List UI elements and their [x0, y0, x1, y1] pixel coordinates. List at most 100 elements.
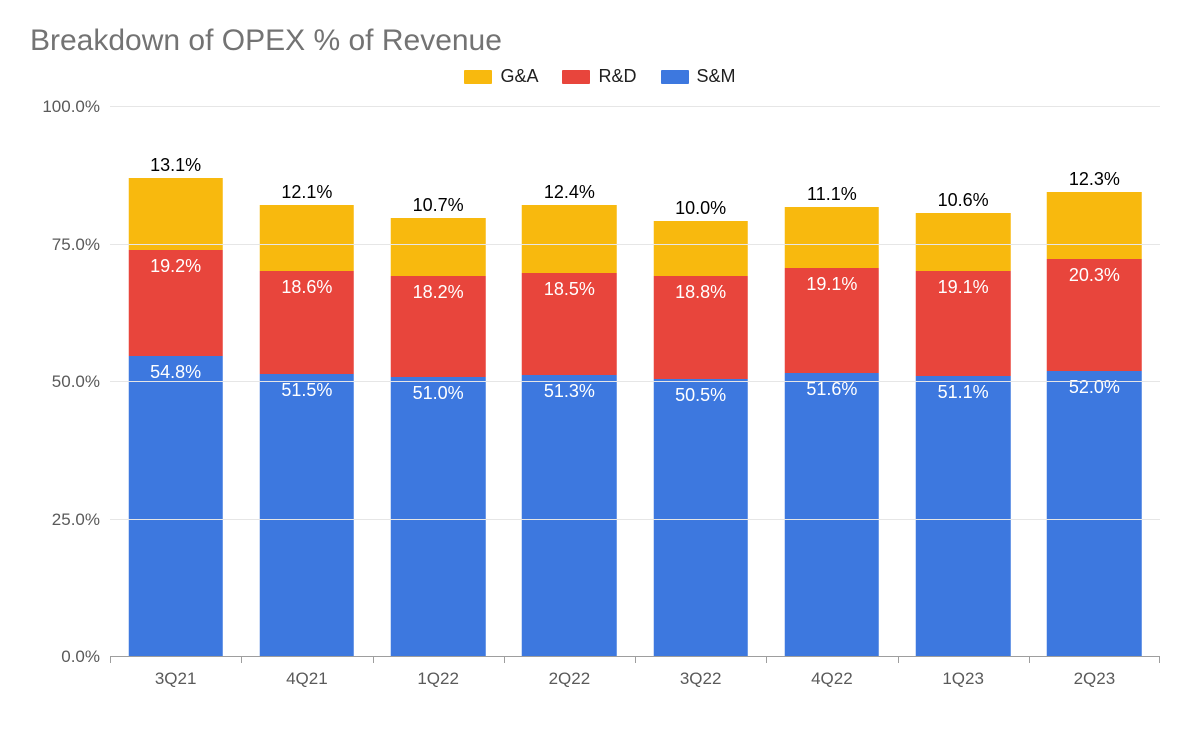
x-tick — [898, 657, 899, 663]
bar-segment-rd: 19.1% — [916, 271, 1011, 376]
bar-value-label: 51.5% — [281, 380, 332, 401]
bar-value-label: 19.1% — [938, 277, 989, 298]
legend-item-ga: G&A — [464, 66, 538, 87]
gridline — [110, 381, 1160, 382]
x-axis-label: 4Q21 — [286, 657, 328, 689]
x-tick — [1029, 657, 1030, 663]
x-tick — [504, 657, 505, 663]
bar-value-label: 13.1% — [150, 155, 201, 176]
y-axis-label: 25.0% — [52, 510, 110, 530]
bar-value-label: 18.8% — [675, 282, 726, 303]
bar-slot: 12.3%20.3%52.0%2Q23 — [1029, 107, 1160, 657]
chart-wrap: 13.1% 19.2% 54.8% 3Q21 12.1% 18.6% 51.5% 4Q21 10… — [20, 97, 1180, 707]
bar-segment-rd: 19.1% — [785, 268, 880, 373]
x-axis-label: 3Q22 — [680, 657, 722, 689]
bar-segment-rd: 18.5% — [522, 273, 617, 375]
bar-value-label: 19.1% — [806, 274, 857, 295]
x-tick — [110, 657, 111, 663]
stacked-bar: 12.4%18.5%51.3% — [522, 205, 617, 657]
bar-segment-sm: 51.6% — [785, 373, 880, 657]
bar-segment-sm: 54.8% — [128, 356, 223, 657]
x-axis-label: 1Q22 — [417, 657, 459, 689]
bar-slot: 12.4%18.5%51.3%2Q22 — [504, 107, 635, 657]
x-axis-label: 4Q22 — [811, 657, 853, 689]
bar-segment-ga: 12.3% — [1047, 192, 1142, 260]
bar-value-label: 50.5% — [675, 385, 726, 406]
bar-value-label: 51.1% — [938, 382, 989, 403]
bar-value-label: 51.0% — [413, 383, 464, 404]
x-axis-label: 1Q23 — [942, 657, 984, 689]
bar-segment-rd: 18.2% — [391, 276, 486, 376]
bar-segment-sm: 51.0% — [391, 377, 486, 657]
bar-value-label: 20.3% — [1069, 265, 1120, 286]
bar-value-label: 19.2% — [150, 256, 201, 277]
legend: G&A R&D S&M — [20, 66, 1180, 87]
bar-segment-rd: 18.6% — [260, 271, 355, 373]
x-axis-label: 2Q23 — [1074, 657, 1116, 689]
bar-segment-ga: 10.0% — [653, 221, 748, 276]
legend-swatch-rd — [562, 70, 590, 84]
bars-row: 13.1%19.2%54.8%3Q2112.1%18.6%51.5%4Q2110… — [110, 107, 1160, 657]
bar-value-label: 10.7% — [413, 195, 464, 216]
stacked-bar: 13.1% 19.2% 54.8% — [128, 178, 223, 657]
bar-value-label: 10.0% — [675, 198, 726, 219]
bar-value-label: 18.2% — [413, 282, 464, 303]
x-tick — [635, 657, 636, 663]
legend-item-rd: R&D — [562, 66, 636, 87]
gridline — [110, 244, 1160, 245]
bar-segment-ga: 12.4% — [522, 205, 617, 273]
bar-segment-sm: 51.1% — [916, 376, 1011, 657]
bar-segment-ga: 12.1% — [260, 205, 355, 272]
bar-value-label: 12.4% — [544, 182, 595, 203]
x-axis-label: 2Q22 — [549, 657, 591, 689]
stacked-bar: 12.1% 18.6% 51.5% — [260, 205, 355, 657]
bar-value-label: 11.1% — [807, 184, 857, 205]
bar-slot: 10.6%19.1%51.1%1Q23 — [898, 107, 1029, 657]
y-axis-label: 75.0% — [52, 235, 110, 255]
bar-segment-ga: 10.6% — [916, 213, 1011, 271]
bar-segment-sm: 52.0% — [1047, 371, 1142, 657]
bar-slot: 10.7%18.2%51.0%1Q22 — [373, 107, 504, 657]
bar-value-label: 18.5% — [544, 279, 595, 300]
x-tick — [241, 657, 242, 663]
chart-title: Breakdown of OPEX % of Revenue — [30, 24, 1180, 58]
bar-value-label: 10.6% — [938, 190, 989, 211]
y-axis-label: 100.0% — [42, 97, 110, 117]
bar-value-label: 18.6% — [281, 277, 332, 298]
legend-item-sm: S&M — [661, 66, 736, 87]
bar-segment-rd: 19.2% — [128, 250, 223, 356]
x-tick — [373, 657, 374, 663]
legend-label-rd: R&D — [598, 66, 636, 87]
gridline — [110, 656, 1160, 657]
stacked-bar: 10.7% 18.2% 51.0% — [391, 218, 486, 657]
x-axis-label: 3Q21 — [155, 657, 197, 689]
y-axis-label: 50.0% — [52, 372, 110, 392]
gridline — [110, 106, 1160, 107]
x-tick — [766, 657, 767, 663]
bar-value-label: 12.3% — [1069, 169, 1120, 190]
bar-slot: 11.1%19.1%51.6%4Q22 — [766, 107, 897, 657]
chart-container: Breakdown of OPEX % of Revenue G&A R&D S… — [0, 0, 1200, 742]
bar-segment-ga: 11.1% — [785, 207, 880, 268]
legend-swatch-sm — [661, 70, 689, 84]
legend-label-sm: S&M — [697, 66, 736, 87]
bar-segment-ga: 10.7% — [391, 218, 486, 277]
bar-segment-rd: 18.8% — [653, 276, 748, 379]
legend-label-ga: G&A — [500, 66, 538, 87]
x-tick — [1159, 657, 1160, 663]
bar-segment-rd: 20.3% — [1047, 259, 1142, 371]
stacked-bar: 10.6% 19.1% 51.1% — [916, 213, 1011, 657]
bar-slot: 12.1%18.6%51.5%4Q21 — [241, 107, 372, 657]
stacked-bar: 10.0% 18.8% 50.5% — [653, 221, 748, 657]
bar-value-label: 54.8% — [150, 362, 201, 383]
bar-slot: 10.0%18.8%50.5%3Q22 — [635, 107, 766, 657]
y-axis-label: 0.0% — [61, 647, 110, 667]
bar-segment-ga: 13.1% — [128, 178, 223, 250]
stacked-bar: 11.1% 19.1% 51.6% — [785, 207, 880, 657]
legend-swatch-ga — [464, 70, 492, 84]
gridline — [110, 519, 1160, 520]
stacked-bar: 12.3% 20.3% 52.0% — [1047, 192, 1142, 657]
plot-area: 13.1%19.2%54.8%3Q2112.1%18.6%51.5%4Q2110… — [110, 107, 1160, 657]
bar-segment-sm: 51.5% — [260, 374, 355, 657]
bar-slot: 13.1%19.2%54.8%3Q21 — [110, 107, 241, 657]
